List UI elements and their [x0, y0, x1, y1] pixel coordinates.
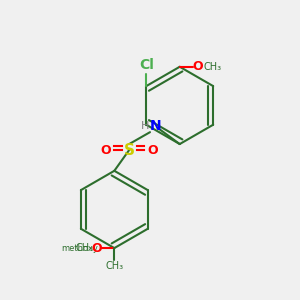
- Text: N: N: [149, 119, 161, 133]
- Text: O: O: [100, 143, 111, 157]
- Text: CH₃: CH₃: [76, 243, 94, 253]
- Text: O: O: [192, 60, 203, 73]
- Text: S: S: [124, 142, 135, 158]
- Text: CH₃: CH₃: [105, 261, 123, 271]
- Text: H: H: [141, 121, 150, 131]
- Text: methoxy: methoxy: [62, 244, 99, 253]
- Text: O: O: [148, 143, 158, 157]
- Text: CH₃: CH₃: [203, 62, 221, 72]
- Text: Cl: Cl: [139, 58, 154, 72]
- Text: O: O: [91, 242, 102, 255]
